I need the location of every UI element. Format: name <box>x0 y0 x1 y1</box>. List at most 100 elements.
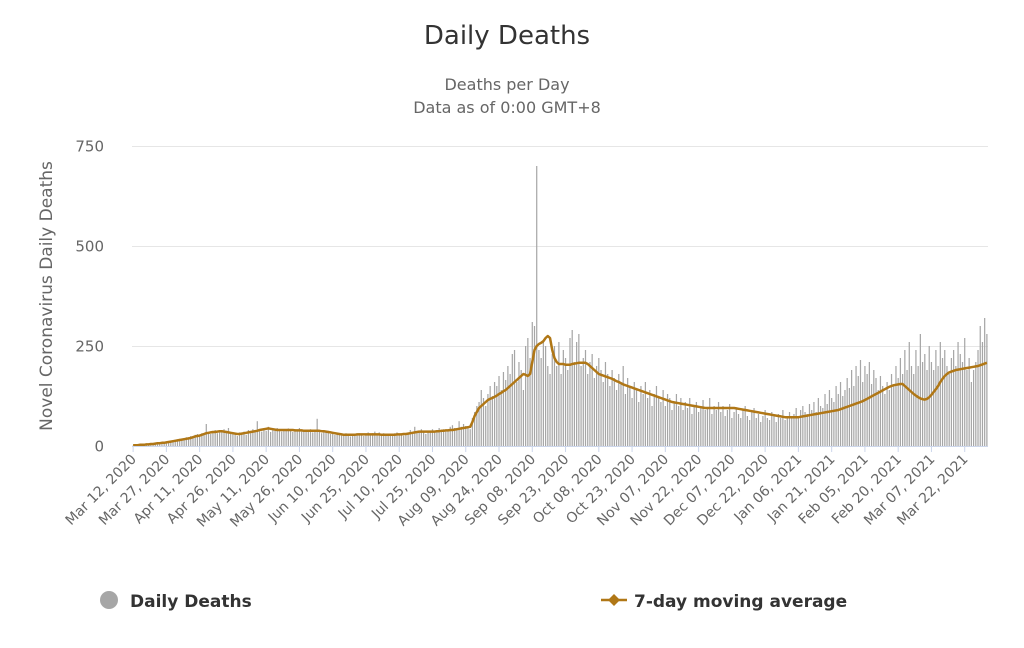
daily-deaths-bar[interactable] <box>853 386 855 446</box>
daily-deaths-bar[interactable] <box>782 410 784 446</box>
daily-deaths-bar[interactable] <box>564 358 567 446</box>
daily-deaths-bar[interactable] <box>939 342 941 446</box>
daily-deaths-bar[interactable] <box>910 366 913 446</box>
daily-deaths-bar[interactable] <box>975 362 977 446</box>
daily-deaths-bar[interactable] <box>454 428 456 446</box>
daily-deaths-bar[interactable] <box>882 386 884 446</box>
daily-deaths-bar[interactable] <box>423 431 425 446</box>
daily-deaths-bar[interactable] <box>970 382 972 446</box>
daily-deaths-bar[interactable] <box>638 402 640 446</box>
daily-deaths-bar[interactable] <box>440 430 442 446</box>
daily-deaths-bar[interactable] <box>498 376 500 446</box>
daily-deaths-bar[interactable] <box>516 382 518 446</box>
daily-deaths-bar[interactable] <box>374 431 376 446</box>
daily-deaths-bar[interactable] <box>252 429 254 446</box>
daily-deaths-bar[interactable] <box>380 434 383 446</box>
daily-deaths-bar[interactable] <box>256 421 258 446</box>
daily-deaths-bar[interactable] <box>890 374 893 446</box>
daily-deaths-bar[interactable] <box>274 430 276 446</box>
daily-deaths-bar[interactable] <box>434 431 436 446</box>
daily-deaths-bar[interactable] <box>194 434 196 446</box>
daily-deaths-bar[interactable] <box>263 428 265 446</box>
daily-deaths-bar[interactable] <box>851 370 853 446</box>
daily-deaths-bar[interactable] <box>179 438 181 446</box>
daily-deaths-bar[interactable] <box>183 438 185 446</box>
daily-deaths-bar[interactable] <box>518 362 520 446</box>
daily-deaths-bar[interactable] <box>489 386 491 446</box>
daily-deaths-bar[interactable] <box>864 366 866 446</box>
daily-deaths-bar[interactable] <box>451 425 454 446</box>
daily-deaths-bar[interactable] <box>560 374 562 446</box>
daily-deaths-bar[interactable] <box>520 370 522 446</box>
daily-deaths-bar[interactable] <box>735 408 737 446</box>
daily-deaths-bar[interactable] <box>527 338 529 446</box>
daily-deaths-bar[interactable] <box>522 390 525 446</box>
daily-deaths-bar[interactable] <box>757 414 760 446</box>
daily-deaths-bar[interactable] <box>771 412 773 446</box>
daily-deaths-bar[interactable] <box>181 440 183 446</box>
daily-deaths-bar[interactable] <box>476 406 478 446</box>
daily-deaths-bar[interactable] <box>549 374 551 446</box>
daily-deaths-bar[interactable] <box>210 434 212 446</box>
daily-deaths-bar[interactable] <box>332 432 334 446</box>
daily-deaths-bar[interactable] <box>458 421 460 446</box>
daily-deaths-bar[interactable] <box>513 350 516 446</box>
daily-deaths-bar[interactable] <box>633 382 635 446</box>
daily-deaths-bar[interactable] <box>529 358 531 446</box>
daily-deaths-bar[interactable] <box>411 432 414 446</box>
daily-deaths-bar[interactable] <box>367 432 369 446</box>
daily-deaths-bar[interactable] <box>465 426 467 446</box>
daily-deaths-bar[interactable] <box>689 398 691 446</box>
daily-deaths-bar[interactable] <box>972 370 975 446</box>
daily-deaths-bar[interactable] <box>409 430 411 446</box>
daily-deaths-bar[interactable] <box>857 376 859 446</box>
daily-deaths-bar[interactable] <box>305 432 307 446</box>
daily-deaths-bar[interactable] <box>824 394 826 446</box>
daily-deaths-bar[interactable] <box>893 386 895 446</box>
daily-deaths-bar[interactable] <box>165 442 167 446</box>
daily-deaths-bar[interactable] <box>788 412 791 446</box>
daily-deaths-bar[interactable] <box>686 408 689 446</box>
daily-deaths-bar[interactable] <box>726 410 729 446</box>
daily-deaths-bar[interactable] <box>325 432 327 446</box>
daily-deaths-bar[interactable] <box>576 342 578 446</box>
daily-deaths-bar[interactable] <box>846 378 848 446</box>
daily-deaths-bar[interactable] <box>429 430 431 446</box>
daily-deaths-bar[interactable] <box>886 382 888 446</box>
daily-deaths-bar[interactable] <box>478 402 480 446</box>
daily-deaths-bar[interactable] <box>218 430 221 446</box>
daily-deaths-bar[interactable] <box>884 394 886 446</box>
daily-deaths-bar[interactable] <box>321 433 323 446</box>
daily-deaths-bar[interactable] <box>329 434 332 446</box>
daily-deaths-bar[interactable] <box>955 366 957 446</box>
daily-deaths-bar[interactable] <box>487 394 489 446</box>
daily-deaths-bar[interactable] <box>780 418 782 446</box>
daily-deaths-bar[interactable] <box>281 431 283 446</box>
daily-deaths-bar[interactable] <box>587 374 589 446</box>
daily-deaths-bar[interactable] <box>768 420 771 446</box>
daily-deaths-bar[interactable] <box>740 418 742 446</box>
daily-deaths-bar[interactable] <box>505 380 507 446</box>
daily-deaths-bar[interactable] <box>185 437 187 446</box>
daily-deaths-bar[interactable] <box>766 418 768 446</box>
daily-deaths-bar[interactable] <box>267 426 269 446</box>
daily-deaths-bar[interactable] <box>826 404 828 446</box>
daily-deaths-bar[interactable] <box>984 318 986 446</box>
daily-deaths-bar[interactable] <box>833 402 835 446</box>
daily-deaths-bar[interactable] <box>547 366 549 446</box>
daily-deaths-bar[interactable] <box>731 418 733 446</box>
daily-deaths-bar[interactable] <box>899 358 902 446</box>
daily-deaths-bar[interactable] <box>334 434 336 446</box>
daily-deaths-bar[interactable] <box>711 414 713 446</box>
daily-deaths-bar[interactable] <box>471 418 474 446</box>
daily-deaths-bar[interactable] <box>312 432 314 446</box>
daily-deaths-bar[interactable] <box>946 366 948 446</box>
daily-deaths-bar[interactable] <box>604 362 607 446</box>
daily-deaths-bar[interactable] <box>172 440 174 446</box>
daily-deaths-bar[interactable] <box>624 394 627 446</box>
daily-deaths-bar[interactable] <box>301 431 303 446</box>
daily-deaths-bar[interactable] <box>416 433 418 446</box>
daily-deaths-bar[interactable] <box>658 398 660 446</box>
daily-deaths-bar[interactable] <box>445 431 447 446</box>
daily-deaths-bar[interactable] <box>964 338 966 446</box>
